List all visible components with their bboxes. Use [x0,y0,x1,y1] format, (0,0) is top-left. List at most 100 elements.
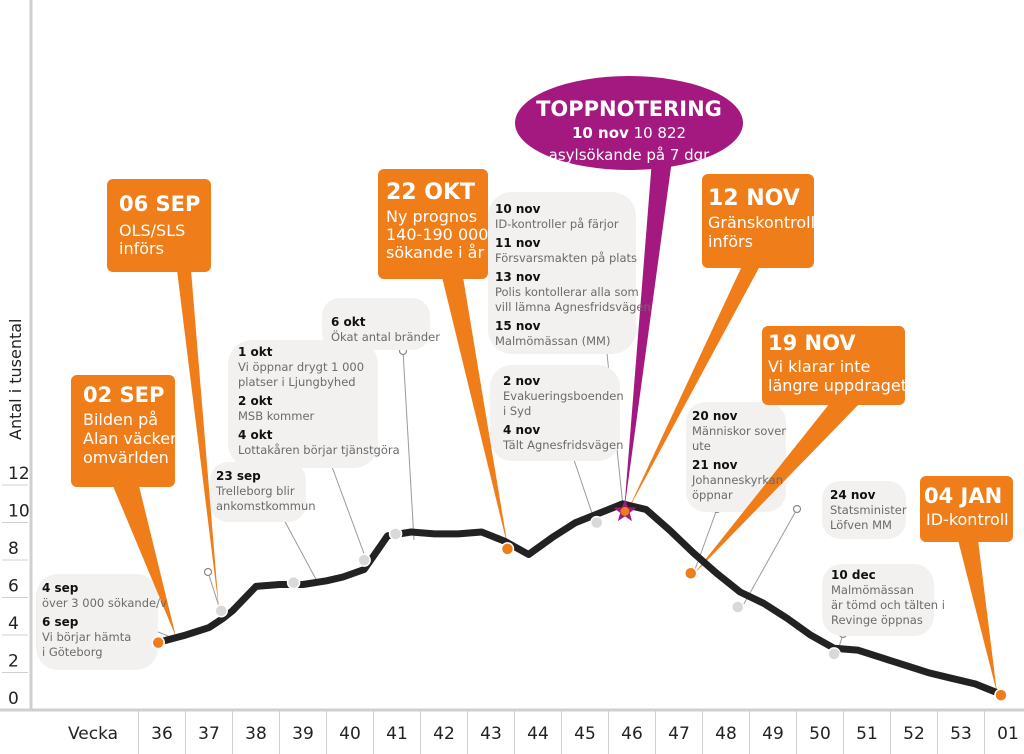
event-marker-grey [827,647,841,661]
callout-06-sep-title: 06 SEP [119,192,200,216]
note-date: 23 sep [216,469,261,483]
note-text: Ökat antal bränder [331,328,440,344]
y-axis-label: Antal i tusental [6,319,25,440]
note-text: Trelleborg blir [215,484,295,498]
x-tick-label: 50 [809,724,831,744]
callout-22-okt-line1: Ny prognos [386,207,477,226]
note-date: 24 nov [830,488,876,502]
callout-06-sep: 06 SEP OLS/SLS införs [107,179,219,610]
note-text: är tömd och tälten i [831,598,945,612]
event-marker-grey [590,515,604,530]
x-tick-label: 53 [950,724,972,744]
note-text: Vi börjar hämta [42,630,131,644]
note-text: Människor sover [692,424,786,438]
x-tick-label: 48 [715,724,737,744]
note-date: 15 nov [495,319,541,333]
event-marker-grey [388,527,403,541]
note-text: Lottakåren börjar tjänstgöra [238,443,400,457]
series-line [153,500,1003,697]
callout-19-nov-line1: Vi klarar inte [768,357,870,376]
x-tick-label: 52 [903,724,925,744]
callout-02-sep-line3: omvärlden [83,448,169,467]
callout-22-okt-line3: sökande i år [386,243,484,262]
note-date: 11 nov [495,236,541,250]
callout-04-jan-title: 04 JAN [924,484,1002,508]
event-marker-orange [684,566,698,580]
note-text: vill lämna Agnesfridsvägen [495,300,651,314]
note-date: 2 nov [503,374,540,388]
callout-toppnotering: TOPPNOTERING 10 nov 10 822 asylsökande p… [515,76,743,512]
x-tick-label: 40 [339,724,361,744]
event-marker-orange [151,635,165,650]
callout-22-okt: 22 OKT Ny prognos 140-190 000 sökande i … [378,169,508,548]
callout-12-nov: 12 NOV Gränskontroll införs [627,174,815,512]
callout-19-nov-title: 19 NOV [768,331,856,355]
event-marker-orange [500,542,515,556]
note-date: 6 sep [42,615,79,629]
x-axis-label: Vecka [68,724,118,744]
markers [151,499,1008,702]
callout-22-okt-line2: 140-190 000 [386,225,488,244]
note-date: 21 nov [692,458,738,472]
note-date: 4 nov [503,423,540,437]
note-date: 20 nov [692,409,738,423]
event-marker-grey [286,575,301,590]
note-text: ute [692,439,711,453]
x-tick-label: 41 [386,724,408,744]
y-ticks: 0 2 4 6 8 10 12 [2,464,30,711]
callout-19-nov: 19 NOV Vi klarar inte längre uppdraget [693,326,907,575]
callout-02-sep: 02 SEP Bilden på Alan väcker omvärlden [71,375,177,637]
x-tick-label: 38 [245,724,267,744]
y-tick-label: 4 [8,614,19,634]
x-tick-label: 44 [527,724,549,744]
callout-19-nov-line2: längre uppdraget [768,376,907,395]
x-tick-label: 46 [621,724,643,744]
toppnotering-line1: 10 nov 10 822 [572,124,686,142]
callout-12-nov-line1: Gränskontroll [708,213,815,232]
note-text: Malmömässan [831,583,914,597]
note-date: 2 okt [238,394,273,408]
note-text: platser i Ljungbyhed [238,375,356,389]
note-date: 10 dec [831,568,876,582]
note-text: Polis kontollerar alla som [495,285,639,299]
note-text: ankomstkommun [216,499,316,513]
y-tick-label: 6 [8,577,19,597]
x-tick-label: 01 [997,724,1019,744]
callout-22-okt-title: 22 OKT [386,180,475,205]
y-tick-label: 10 [8,502,30,522]
callout-04-jan: 04 JAN ID-kontroll [920,476,1013,693]
note-date: 13 nov [495,270,541,284]
x-axis: Vecka 36 37 38 39 40 41 42 43 44 45 46 47 48 49 50 51 52… [68,711,1019,754]
event-marker-orange [994,688,1008,702]
event-marker-grey [731,600,745,614]
callout-02-sep-line2: Alan väcker [83,429,177,448]
note-date: 1 okt [238,345,273,359]
note-text: i Syd [503,404,531,418]
note-date: 4 okt [238,428,273,442]
note-date: 6 okt [331,315,366,329]
event-marker-grey [357,553,371,567]
callout-04-jan-line1: ID-kontroll [926,510,1009,529]
note-text: över 3 000 sökande/v [42,596,167,610]
note-text: Revinge öppnas [831,613,923,627]
callout-12-nov-line2: införs [708,232,753,251]
y-tick-label: 2 [8,652,19,672]
peak-dot [620,506,630,516]
note-date: 10 nov [495,202,541,216]
callout-12-nov-title: 12 NOV [708,186,800,211]
callout-02-sep-line1: Bilden på [83,410,158,429]
note-text: Löfven MM [830,518,892,532]
x-tick-label: 45 [574,724,596,744]
note-text: Vi öppnar drygt 1 000 [238,360,364,374]
note-text: ID-kontroller på färjor [495,217,619,231]
callout-06-sep-line1: OLS/SLS [119,221,185,240]
callout-02-sep-title: 02 SEP [83,383,164,407]
note-text: Försvarsmakten på plats [495,251,637,265]
y-tick-label: 12 [8,464,30,484]
note-text: Johanneskyrkan [691,473,783,487]
note-text: Malmömässan (MM) [495,334,610,348]
callout-06-sep-line2: införs [119,239,164,258]
x-tick-label: 51 [856,724,878,744]
